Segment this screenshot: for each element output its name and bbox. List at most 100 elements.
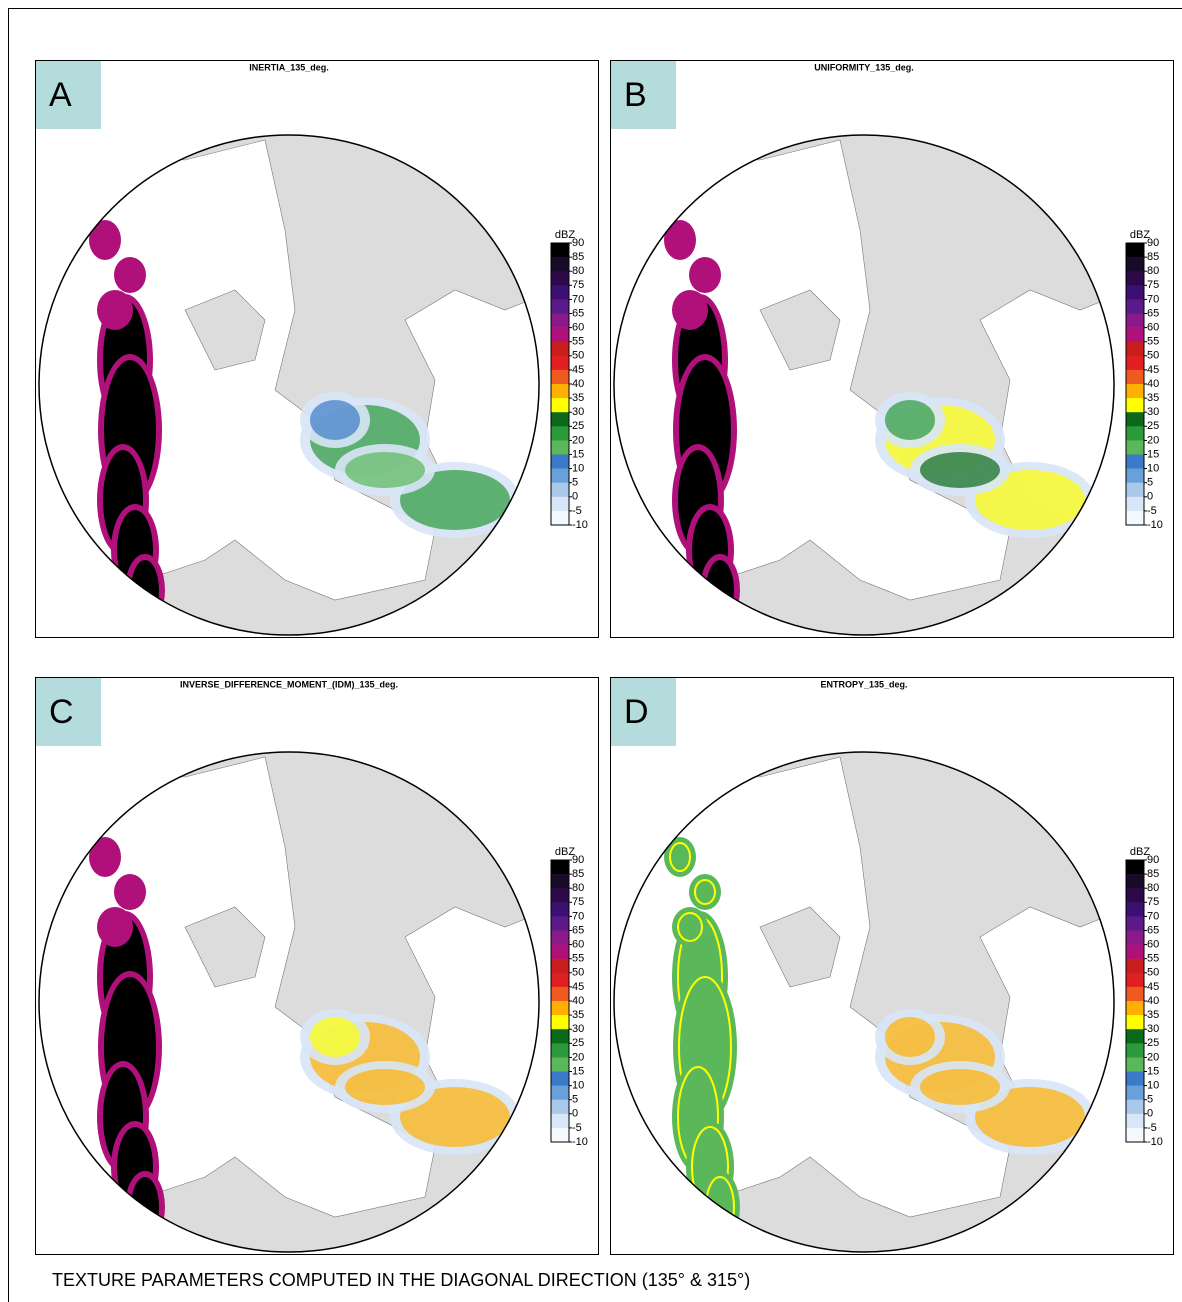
panel: BUNIFORMITY_135_deg.dBZ90858075706560555…	[610, 61, 1174, 638]
colorbar-swatch	[1126, 931, 1144, 945]
echo	[345, 1069, 425, 1105]
echo	[103, 296, 127, 324]
colorbar-tick-label: 5	[1147, 477, 1153, 489]
panel-label: D	[624, 693, 649, 731]
colorbar-tick-label: 60	[572, 322, 584, 334]
colorbar-tick-label: 25	[572, 1037, 584, 1049]
colorbar-swatch	[1126, 271, 1144, 285]
colorbar-swatch	[551, 497, 569, 511]
colorbar-swatch	[1126, 455, 1144, 469]
colorbar-swatch	[551, 973, 569, 987]
colorbar-tick-label: 0	[572, 1108, 578, 1120]
colorbar-tick-label: 20	[572, 1051, 584, 1063]
colorbar-tick-label: 45	[1147, 364, 1159, 376]
colorbar-tick-label: 75	[1147, 279, 1159, 291]
colorbar-tick-label: 45	[572, 981, 584, 993]
colorbar-tick-label: 70	[1147, 910, 1159, 922]
panel-label: A	[49, 76, 72, 114]
colorbar-tick-label: 25	[1147, 1037, 1159, 1049]
colorbar-swatch	[1126, 398, 1144, 412]
colorbar-tick-label: 75	[572, 279, 584, 291]
colorbar-swatch	[1126, 987, 1144, 1001]
panel: C INVERSE_DIFFERENCE_MOMENT_(IDM)_135_deg…	[35, 678, 599, 1255]
colorbar-swatch	[1126, 426, 1144, 440]
colorbar-tick-label: 50	[1147, 967, 1159, 979]
colorbar-tick-label: 10	[572, 463, 584, 475]
colorbar-swatch	[551, 1114, 569, 1128]
colorbar-tick-label: 65	[572, 307, 584, 319]
colorbar-swatch	[1126, 1015, 1144, 1029]
colorbar-tick-label: 15	[572, 1065, 584, 1077]
colorbar-swatch	[1126, 1086, 1144, 1100]
colorbar-tick-label: 40	[1147, 995, 1159, 1007]
colorbar-swatch	[551, 874, 569, 888]
colorbar-tick-label: 65	[1147, 924, 1159, 936]
colorbar-swatch	[1126, 412, 1144, 426]
colorbar-tick-label: 30	[1147, 406, 1159, 418]
colorbar-tick-label: 20	[572, 434, 584, 446]
colorbar-tick-label: 80	[572, 882, 584, 894]
colorbar-swatch	[551, 271, 569, 285]
colorbar-swatch	[1126, 440, 1144, 454]
colorbar-tick-label: 15	[1147, 448, 1159, 460]
colorbar-swatch	[551, 1100, 569, 1114]
colorbar-swatch	[551, 299, 569, 313]
colorbar-tick-label: -5	[572, 505, 582, 517]
echo	[120, 880, 140, 904]
colorbar-tick-label: 10	[572, 1080, 584, 1092]
colorbar-swatch	[551, 888, 569, 902]
echo	[885, 400, 935, 440]
colorbar-tick-label: 35	[572, 1009, 584, 1021]
colorbar-tick-label: -10	[1147, 519, 1163, 531]
colorbar-tick-label: -10	[572, 1136, 588, 1148]
colorbar-swatch	[551, 328, 569, 342]
colorbar-swatch	[551, 1057, 569, 1071]
echo	[103, 913, 127, 941]
colorbar-tick-label: 65	[572, 924, 584, 936]
caption: TEXTURE PARAMETERS COMPUTED IN THE DIAGO…	[52, 1270, 750, 1290]
echo	[345, 452, 425, 488]
colorbar-swatch	[1126, 511, 1144, 525]
colorbar-tick-label: 45	[572, 364, 584, 376]
colorbar-swatch	[1126, 314, 1144, 328]
colorbar-tick-label: 30	[1147, 1023, 1159, 1035]
echo	[695, 263, 715, 287]
panel-title: INVERSE_DIFFERENCE_MOMENT_(IDM)_135_deg.	[180, 679, 398, 689]
colorbar-swatch	[551, 916, 569, 930]
colorbar-swatch	[551, 931, 569, 945]
colorbar-tick-label: 15	[1147, 1065, 1159, 1077]
colorbar-swatch	[1126, 483, 1144, 497]
colorbar-swatch	[551, 384, 569, 398]
colorbar-tick-label: 50	[572, 350, 584, 362]
colorbar-tick-label: -10	[1147, 1136, 1163, 1148]
colorbar-tick-label: 90	[572, 854, 584, 866]
colorbar-swatch	[551, 1128, 569, 1142]
colorbar-tick-label: 60	[1147, 322, 1159, 334]
colorbar-swatch	[1126, 469, 1144, 483]
echo	[95, 843, 115, 871]
colorbar-swatch	[1126, 1072, 1144, 1086]
colorbar-swatch	[1126, 384, 1144, 398]
colorbar-swatch	[1126, 902, 1144, 916]
panel-title: INERTIA_135_deg.	[249, 62, 329, 72]
colorbar-swatch	[551, 860, 569, 874]
colorbar-swatch	[551, 426, 569, 440]
colorbar-tick-label: 60	[572, 939, 584, 951]
figure: TEXTURE PARAMETERS COMPUTED IN THE DIAGO…	[0, 0, 1182, 1302]
colorbar-tick-label: 45	[1147, 981, 1159, 993]
colorbar-swatch	[551, 342, 569, 356]
colorbar-swatch	[551, 314, 569, 328]
panel-title: UNIFORMITY_135_deg.	[814, 62, 914, 72]
colorbar-swatch	[551, 511, 569, 525]
colorbar-swatch	[551, 959, 569, 973]
colorbar-swatch	[551, 1001, 569, 1015]
colorbar-swatch	[1126, 1128, 1144, 1142]
colorbar-tick-label: 85	[1147, 251, 1159, 263]
panel-label: C	[49, 693, 74, 731]
panel: DENTROPY_135_deg.dBZ90858075706560555045…	[610, 678, 1174, 1255]
colorbar-tick-label: 5	[572, 477, 578, 489]
colorbar-swatch	[551, 440, 569, 454]
colorbar-swatch	[1126, 257, 1144, 271]
colorbar-swatch	[1126, 328, 1144, 342]
colorbar-swatch	[1126, 1029, 1144, 1043]
